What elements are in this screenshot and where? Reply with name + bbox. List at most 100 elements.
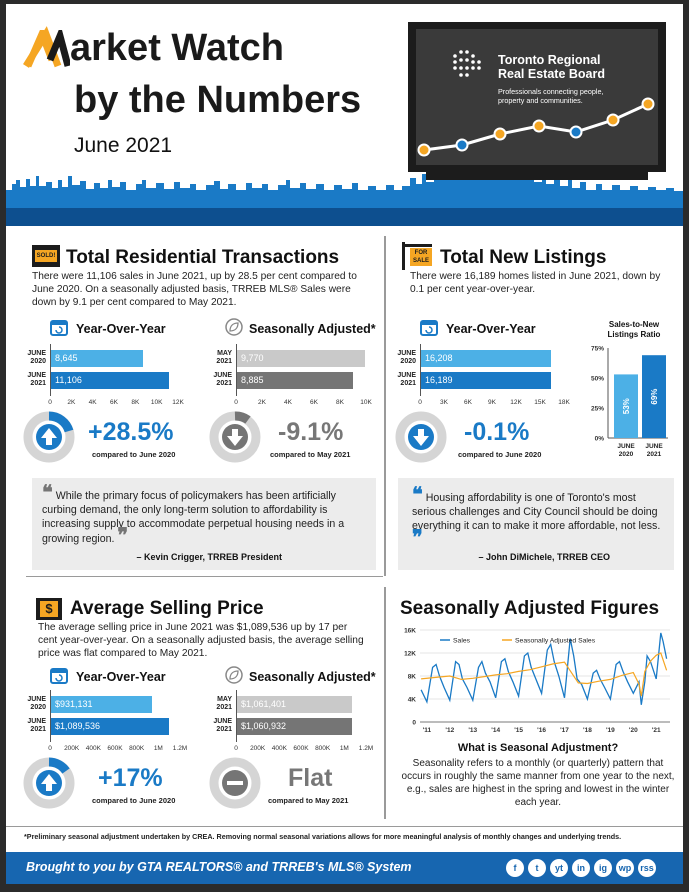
series-line-2 (421, 652, 668, 697)
ratio-cat-label: 2020 (619, 451, 634, 458)
twitter-icon[interactable]: t (528, 859, 546, 877)
calendar-icon (50, 668, 68, 684)
ratio-title: Sales-to-New Listings Ratio (592, 320, 676, 340)
calendar-icon (50, 320, 68, 336)
axis-line (50, 690, 51, 742)
axis-tick-label: 12K (510, 399, 522, 406)
listings-yoy-bar-2020: 16,208 (421, 350, 551, 367)
quote-ceo-text-wrap: ❝ Housing affordability is one of Toront… (412, 485, 662, 549)
axis-tick-label: 15K (534, 399, 546, 406)
title-m-icon (26, 28, 70, 68)
close-quote-icon: ❞ (412, 527, 423, 549)
axis-tick-label: 6K (110, 399, 118, 406)
axis-tick-label: 3K (440, 399, 448, 406)
transactions-yoy-bar-2020: 8,645 (51, 350, 144, 367)
axis-tick-label: 4K (284, 399, 292, 406)
axis-tick-label: 600K (293, 745, 309, 752)
trend-dot-6 (606, 113, 620, 127)
wordpress-icon[interactable]: wp (616, 859, 634, 877)
axis-tick-label: 8K (336, 399, 344, 406)
axis-tick-label: 400K (85, 745, 101, 752)
x-tick-label: '15 (514, 727, 523, 734)
price-sa-change: Flat (288, 764, 333, 792)
sold-sign-label: SOLD! (35, 250, 57, 262)
transactions-sa-bar-may: 9,770 (237, 350, 365, 367)
price-yoy-change: +17% (98, 764, 163, 792)
axis-tick-label: 8K (131, 399, 140, 406)
ratio-bar-label: 53% (622, 398, 631, 414)
price-sa-ticks: 0 200K 400K 600K 800K 1M 1.2M (234, 743, 373, 753)
instagram-icon[interactable]: ig (594, 859, 612, 877)
quote-ceo: ❝ Housing affordability is one of Toront… (398, 478, 674, 570)
quote-ceo-text: Housing affordability is one of Toronto'… (412, 492, 661, 532)
ratio-cat-label: JUNE (645, 443, 663, 450)
leaf-icon (225, 318, 243, 336)
transactions-yoy-row-1-label: JUNE 2020 (27, 350, 46, 365)
transactions-yoy-compare: compared to June 2020 (92, 450, 176, 459)
dollar-sign-icon: $ (36, 598, 62, 620)
seasonal-question: What is Seasonal Adjustment? (457, 742, 619, 754)
axis-tick-label: 1.2M (358, 745, 374, 752)
trend-dot-3 (493, 127, 507, 141)
axis-tick-label: 10K (150, 399, 163, 406)
facebook-icon[interactable]: f (506, 859, 524, 877)
rss-icon[interactable]: rss (638, 859, 656, 877)
report-date: June 2021 (74, 134, 173, 157)
axis-tick-label: 0 (234, 745, 238, 752)
quote-president-text: While the primary focus of policymakers … (42, 490, 345, 545)
footer-divider (6, 826, 683, 827)
y-tick-label: 4K (408, 697, 417, 704)
skyline-shadow (6, 208, 683, 226)
price-body: The average selling price in June 2021 w… (38, 622, 364, 660)
axis-tick-label: 4K (88, 399, 97, 406)
y-tick-label: 0 (412, 720, 416, 727)
down-arrow-donut-icon (395, 411, 447, 463)
board-name-line-2: Real Estate Board (498, 67, 605, 81)
axis-line (420, 344, 421, 396)
ratio-tick-label: 50% (591, 376, 604, 383)
y-tick-label: 8K (408, 674, 417, 681)
up-arrow-donut-icon (23, 757, 75, 809)
ratio-bar-label: 69% (650, 389, 659, 405)
title-line-2: by the Numbers (74, 79, 362, 121)
linkedin-icon[interactable]: in (572, 859, 590, 877)
transactions-sa-compare: compared to May 2021 (270, 450, 351, 459)
axis-tick-label: 9K (488, 399, 496, 406)
series-line-1 (420, 632, 668, 705)
listings-yoy-row-1-label: JUNE 2020 (397, 350, 416, 365)
price-yoy-bar-2020: $931,131 (51, 696, 152, 713)
transactions-sa-row-1-label: MAY 2021 (216, 350, 232, 365)
ratio-bar (614, 374, 638, 438)
price-heading: Average Selling Price (70, 598, 264, 619)
price-sa-title: Seasonally Adjusted* (249, 670, 376, 684)
price-sa-bar-may: $1,061,401 (237, 696, 352, 713)
axis-tick-label: 10K (360, 399, 372, 406)
youtube-icon[interactable]: yt (550, 859, 568, 877)
trend-dot-1 (417, 143, 431, 157)
axis-tick-label: 200K (64, 745, 80, 752)
transactions-yoy-title: Year-Over-Year (76, 322, 166, 336)
flat-donut-icon (209, 757, 261, 809)
ratio-bar (642, 355, 666, 438)
axis-tick-label: 1.2M (172, 745, 188, 752)
quote-ceo-author: – John DiMichele, TRREB CEO (478, 552, 610, 562)
up-arrow-donut-icon (23, 411, 75, 463)
trreb-logo-icon (453, 50, 481, 77)
price-yoy-bar-2021: $1,089,536 (51, 718, 170, 735)
axis-tick-label: 0 (48, 399, 52, 406)
ratio-tick-label: 0% (595, 436, 605, 443)
board-tagline: Professionals connecting people, propert… (498, 87, 604, 105)
ratio-cat-label: 2021 (647, 451, 662, 458)
transactions-yoy-ticks: 0 2K 4K 6K 8K 10K 12K (48, 397, 184, 407)
ratio-cat-label: JUNE (617, 443, 635, 450)
x-tick-label: '16 (537, 727, 546, 734)
listings-body: There were 16,189 homes listed in June 2… (410, 271, 661, 296)
listings-yoy-compare: compared to June 2020 (458, 450, 542, 459)
axis-line (236, 344, 237, 396)
axis-tick-label: 0 (234, 399, 238, 406)
brought-by-text: Brought to you by GTA REALTORS® and TRRE… (26, 860, 412, 874)
board-name-line-1: Toronto Regional (498, 53, 601, 67)
down-arrow-donut-icon (209, 411, 261, 463)
trend-dot-5 (569, 125, 583, 139)
